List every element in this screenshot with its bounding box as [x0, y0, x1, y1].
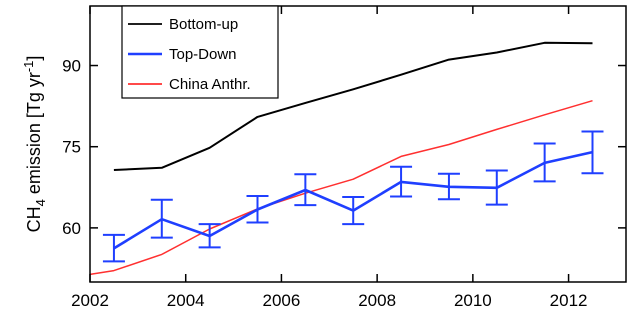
y-tick-label: 90 [62, 57, 81, 76]
error-bar [581, 130, 604, 175]
y-tick-label: 75 [62, 138, 81, 157]
error-bar [533, 142, 556, 183]
x-tick-label: 2002 [71, 291, 109, 310]
legend-label: Top-Down [169, 46, 237, 63]
y-axis-label: CH4 emission [Tg yr-1] [21, 56, 48, 233]
y-tick-label: 60 [62, 219, 81, 238]
error-bar [150, 198, 173, 239]
error-bar [485, 169, 508, 206]
legend-label: China Anthr. [169, 76, 251, 93]
error-bar [198, 223, 221, 249]
series-china-anthr [89, 99, 593, 276]
error-bar [246, 194, 269, 224]
x-tick-label: 2012 [550, 291, 588, 310]
series-line [89, 99, 593, 276]
series-layer [89, 41, 604, 276]
x-tick-label: 2006 [263, 291, 301, 310]
x-tick-label: 2010 [454, 291, 492, 310]
error-bar [102, 233, 125, 263]
series-top-down [102, 130, 604, 263]
legend-box [121, 5, 279, 99]
error-bar [342, 196, 365, 226]
series-bottom-up [113, 41, 593, 171]
axes-frame [89, 5, 627, 283]
error-bar [437, 172, 460, 201]
series-line [113, 41, 593, 171]
legend: Bottom-up Top-Down China Anthr. [121, 5, 279, 99]
error-bar [294, 173, 317, 207]
ticks-layer: 2002 2004 2006 2008 2010 2012 60 75 90 [62, 6, 626, 310]
error-bar [390, 165, 413, 198]
legend-label: Bottom-up [169, 16, 238, 33]
x-tick-label: 2008 [358, 291, 396, 310]
x-tick-label: 2004 [167, 291, 205, 310]
